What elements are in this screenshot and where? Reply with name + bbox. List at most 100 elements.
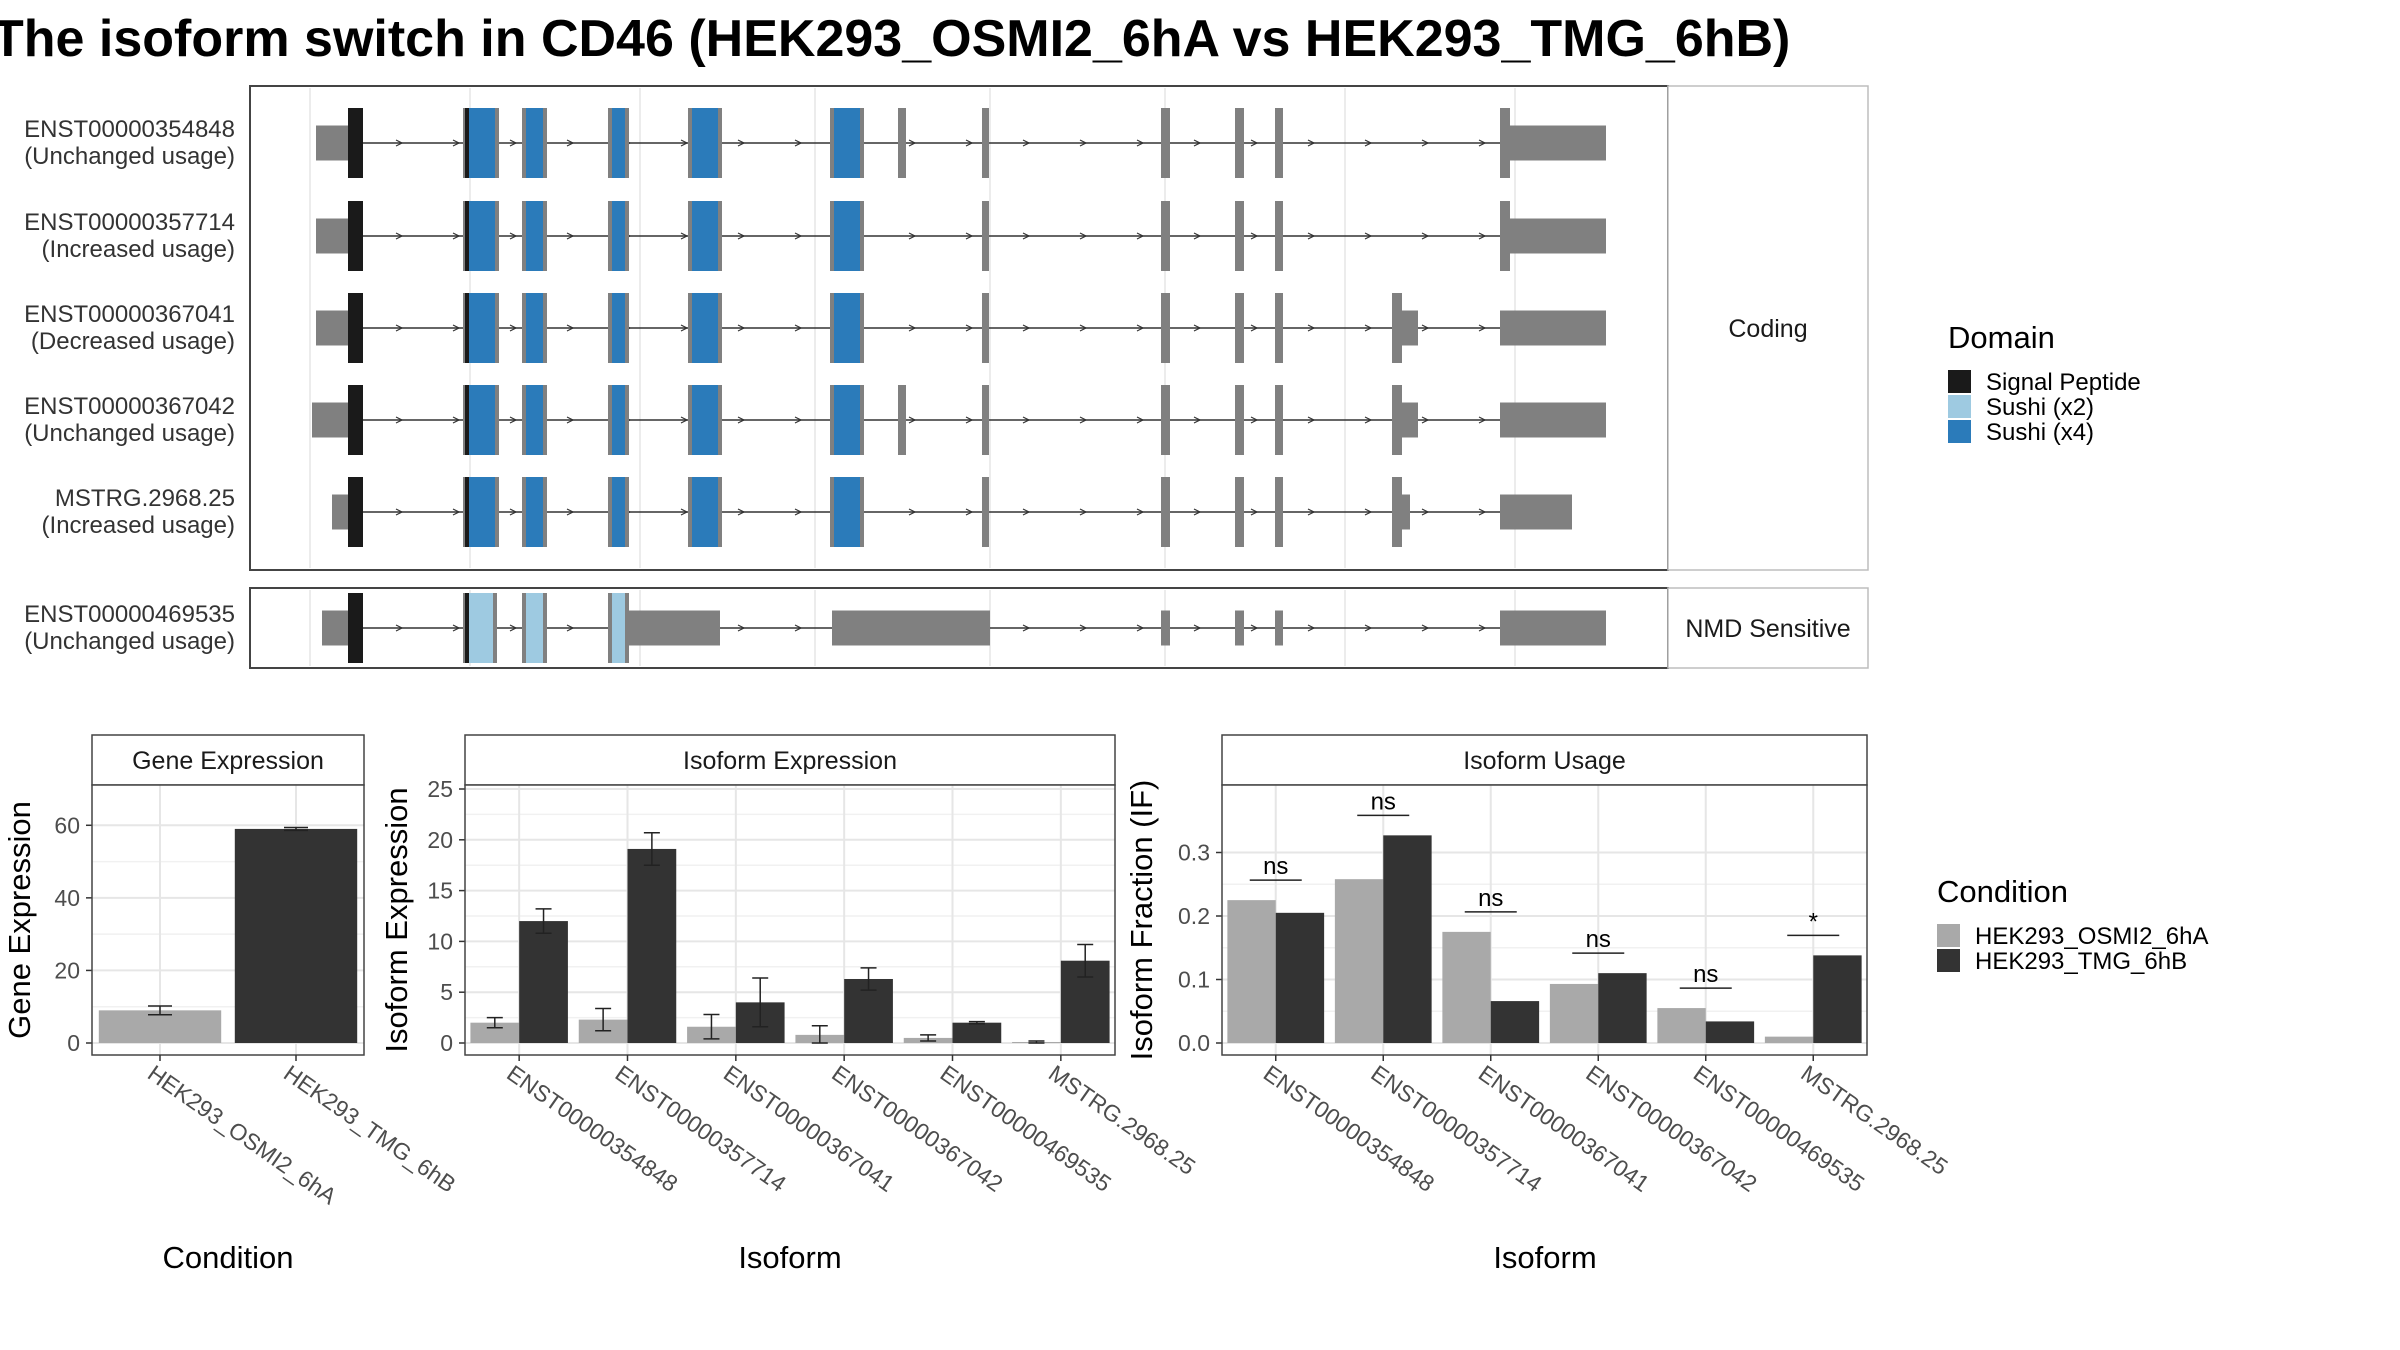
bar (1334, 879, 1384, 1043)
strand-arrow (1307, 324, 1316, 332)
domain-legend-swatch (1948, 370, 1971, 393)
strand-arrow (1079, 624, 1088, 632)
exon (898, 385, 906, 455)
strand-arrow (1421, 624, 1430, 632)
strand-arrow (908, 232, 917, 240)
strand-arrow (566, 416, 575, 424)
sushi-x4-domain (834, 201, 860, 271)
strand-arrow (509, 139, 518, 147)
y-axis-title: Isoform Fraction (IF) (1124, 780, 1159, 1061)
sushi-x2-domain (612, 593, 625, 663)
exon (1161, 477, 1170, 547)
bar-charts: Gene Expression0204060HEK293_OSMI2_6hAHE… (2, 734, 1953, 1275)
significance-label: ns (1586, 926, 1611, 953)
bar (1490, 1001, 1540, 1043)
strand-arrow (1364, 624, 1373, 632)
panel-strip (91, 734, 365, 786)
strand-arrow (1193, 324, 1202, 332)
signal-peptide-domain (348, 385, 363, 455)
transcript-row: MSTRG.2968.25(Increased usage) (42, 477, 1572, 547)
transcript-row: ENST00000354848(Unchanged usage) (24, 108, 1606, 178)
coding-strip-label: Coding (1728, 315, 1807, 343)
transcript-row: ENST00000367041(Decreased usage) (24, 293, 1606, 363)
sushi-x4-domain (526, 293, 543, 363)
bar (1705, 1021, 1755, 1043)
bar (1549, 983, 1599, 1043)
x-axis-title: Isoform (738, 1240, 841, 1275)
exon (1161, 108, 1170, 178)
strand-arrow (794, 232, 803, 240)
exon (1161, 201, 1170, 271)
strand-arrow (1478, 508, 1487, 516)
sushi-x4-domain (834, 477, 860, 547)
strand-arrow (509, 324, 518, 332)
exon (1500, 218, 1606, 254)
y-tick-label: 0 (440, 1030, 453, 1056)
panel-strip (1221, 734, 1868, 786)
exon (1235, 477, 1244, 547)
strand-arrow (452, 624, 461, 632)
strand-arrow (1022, 416, 1031, 424)
transcript-id: ENST00000367042 (24, 393, 235, 420)
exon (1392, 310, 1418, 346)
chart-panel: Gene Expression0204060HEK293_OSMI2_6hAHE… (2, 734, 461, 1275)
condition-legend-swatch (1937, 924, 1960, 947)
y-tick-label: 5 (440, 979, 453, 1005)
strand-arrow (1193, 624, 1202, 632)
strand-arrow (965, 508, 974, 516)
strand-arrow (794, 324, 803, 332)
panel-title: Gene Expression (132, 747, 324, 775)
strand-arrow (1364, 508, 1373, 516)
sushi-x4-domain (834, 385, 860, 455)
domain-legend-label: Signal Peptide (1986, 369, 2141, 396)
strand-arrow (1250, 139, 1259, 147)
strand-arrow (395, 139, 404, 147)
y-tick-label: 0.2 (1178, 903, 1210, 929)
exon (1275, 385, 1283, 455)
error-bar (752, 977, 769, 1028)
strand-arrow (1478, 139, 1487, 147)
plot-area (1222, 785, 1867, 1055)
panel-title: Isoform Usage (1463, 747, 1626, 775)
bar (519, 921, 568, 1043)
strand-arrow (395, 232, 404, 240)
plot-border (1221, 784, 1868, 1056)
strand-arrow (395, 624, 404, 632)
strand-arrow (908, 416, 917, 424)
exon (1161, 385, 1170, 455)
strand-arrow (1136, 324, 1145, 332)
strand-arrow (965, 139, 974, 147)
domain-edge (465, 293, 469, 363)
strand-arrow (1136, 508, 1145, 516)
plot-border (464, 784, 1116, 1056)
exon (1275, 477, 1283, 547)
exon (1500, 610, 1606, 646)
exon (1500, 310, 1606, 346)
domain-edge (465, 108, 469, 178)
strand-arrow (1022, 139, 1031, 147)
strand-arrow (1364, 416, 1373, 424)
strand-arrow (452, 508, 461, 516)
strand-arrow (1022, 508, 1031, 516)
strand-arrow (794, 508, 803, 516)
exon (982, 385, 989, 455)
sushi-x4-domain (467, 385, 495, 455)
transcript-id: ENST00000367041 (24, 301, 235, 328)
error-bar (486, 1016, 503, 1029)
exon (316, 218, 350, 254)
y-tick-label: 20 (54, 957, 80, 983)
exon (627, 610, 720, 646)
strand-arrow (1079, 232, 1088, 240)
strand-arrow (908, 508, 917, 516)
exon (1235, 385, 1244, 455)
y-tick-label: 20 (427, 827, 453, 853)
significance-label: ns (1263, 853, 1288, 880)
error-bar (643, 831, 660, 866)
strand-arrow (1307, 508, 1316, 516)
transcript-row: ENST00000357714(Increased usage) (24, 201, 1606, 271)
exon (982, 108, 989, 178)
strand-arrow (1421, 508, 1430, 516)
strand-arrow (908, 139, 917, 147)
